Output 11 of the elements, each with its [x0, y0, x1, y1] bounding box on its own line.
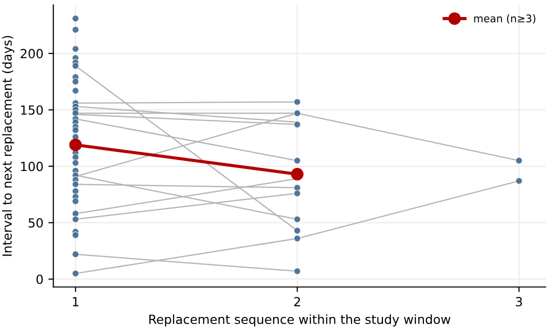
legend-label: mean (n≥3)	[474, 14, 536, 24]
y-tick-label: 200	[20, 48, 43, 58]
y-tick-label: 150	[21, 105, 43, 115]
y-tick-label: 0	[36, 274, 43, 284]
y-tick-label: 100	[21, 162, 43, 172]
x-tick-label: 1	[72, 297, 78, 306]
y-axis-title: Interval to next replacement (days)	[2, 36, 14, 256]
x-tick-label: 2	[294, 296, 300, 306]
x-axis-title: Replacement sequence within the study window	[149, 314, 450, 326]
y-tick-label: 50	[28, 218, 43, 228]
x-tick-label: 3	[516, 296, 522, 306]
